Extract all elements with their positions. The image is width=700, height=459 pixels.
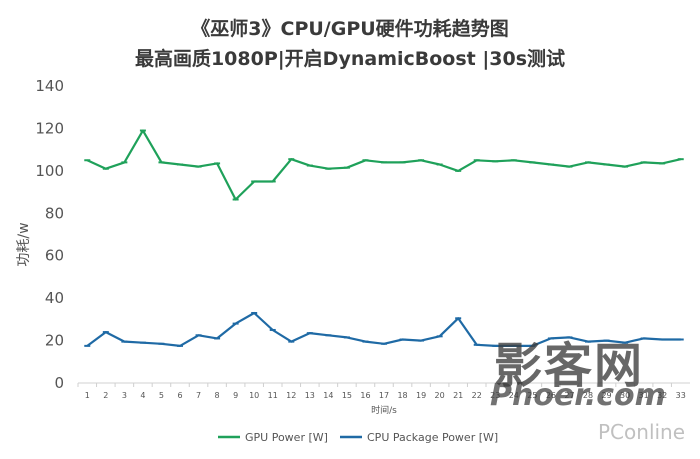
- y-tick-label: 80: [45, 204, 64, 222]
- y-tick-label: 140: [35, 77, 64, 95]
- x-tick-label: 6: [177, 391, 182, 400]
- y-axis-title: 功耗/w: [16, 222, 32, 266]
- x-tick-label: 22: [472, 391, 482, 400]
- chart-title: 《巫师3》CPU/GPU硬件功耗趋势图: [191, 18, 509, 40]
- x-tick-label: 23: [490, 391, 500, 400]
- watermark-pconline: PConline: [598, 420, 686, 444]
- y-tick-label: 100: [35, 162, 64, 180]
- x-tick-label: 30: [620, 391, 630, 400]
- x-tick-label: 1: [85, 391, 90, 400]
- x-tick-label: 4: [140, 391, 145, 400]
- x-tick-label: 33: [676, 391, 686, 400]
- x-tick-label: 26: [546, 391, 556, 400]
- chart-subtitle: 最高画质1080P|开启DynamicBoost |30s测试: [134, 48, 566, 70]
- y-tick-label: 120: [35, 119, 64, 137]
- x-tick-label: 7: [196, 391, 201, 400]
- x-tick-label: 19: [416, 391, 426, 400]
- x-tick-label: 8: [215, 391, 220, 400]
- watermark-site-text: Phoer.com: [490, 378, 666, 413]
- y-tick-label: 20: [45, 332, 64, 350]
- legend-item-gpu-power-label: GPU Power [W]: [245, 431, 328, 444]
- x-tick-label: 11: [268, 391, 278, 400]
- x-tick-label: 16: [360, 391, 370, 400]
- y-tick-label: 0: [54, 374, 64, 392]
- x-tick-label: 31: [639, 391, 649, 400]
- x-tick-label: 14: [323, 391, 333, 400]
- x-tick-label: 20: [435, 391, 445, 400]
- x-tick-label: 12: [286, 391, 296, 400]
- x-tick-label: 15: [342, 391, 352, 400]
- x-tick-label: 17: [379, 391, 389, 400]
- x-tick-label: 13: [305, 391, 315, 400]
- x-tick-label: 28: [583, 391, 593, 400]
- x-tick-label: 3: [122, 391, 127, 400]
- x-axis-title: 时间/s: [371, 404, 397, 416]
- x-tick-label: 24: [509, 391, 519, 400]
- x-tick-label: 29: [601, 391, 611, 400]
- watermark-logo-text: 影客网: [494, 338, 645, 394]
- x-tick-label: 10: [249, 391, 259, 400]
- legend-item-cpu-package-power-label: CPU Package Power [W]: [367, 431, 498, 444]
- x-tick-label: 25: [527, 391, 537, 400]
- x-tick-label: 27: [564, 391, 574, 400]
- x-tick-label: 32: [657, 391, 667, 400]
- x-tick-label: 21: [453, 391, 463, 400]
- y-tick-label: 40: [45, 289, 64, 307]
- x-tick-label: 9: [233, 391, 238, 400]
- y-tick-label: 60: [45, 247, 64, 265]
- x-tick-label: 5: [159, 391, 164, 400]
- series-line-gpu-power: [86, 129, 681, 201]
- x-tick-label: 18: [397, 391, 407, 400]
- x-tick-label: 2: [103, 391, 108, 400]
